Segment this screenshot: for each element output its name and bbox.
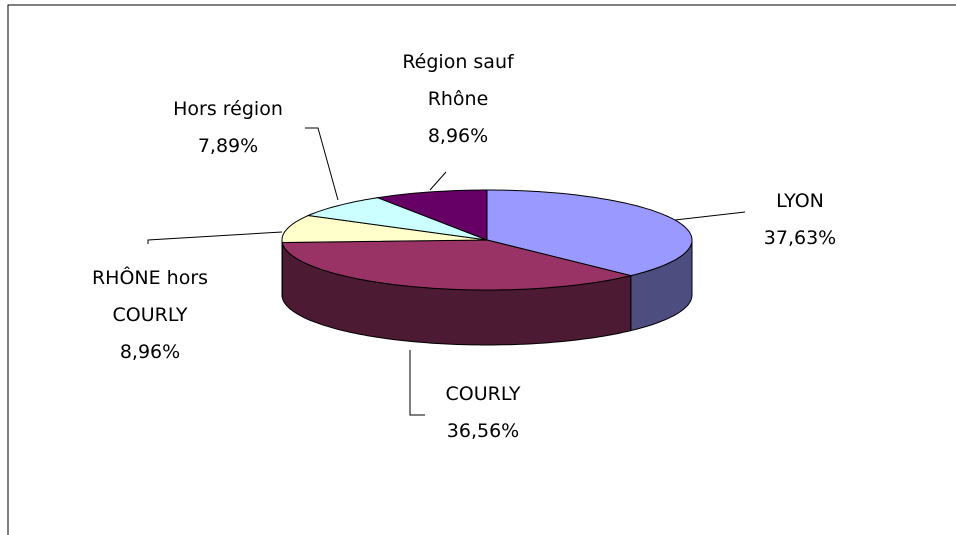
value-label: 37,63%: [763, 227, 837, 249]
value-label: 8,96%: [427, 125, 489, 147]
category-label: LYON: [776, 190, 824, 212]
value-label: 7,89%: [197, 135, 259, 157]
slice-label: RHÔNE hors COURLY 8,96%: [65, 260, 235, 371]
leader-line: [429, 171, 447, 191]
leader-line: [147, 231, 283, 244]
slice: [306, 197, 488, 241]
leader-line: [674, 211, 746, 221]
slice-label: Région sauf Rhône 8,96%: [383, 44, 533, 155]
slice: [281, 239, 631, 291]
slice-label: Hors région 7,89%: [148, 91, 308, 165]
value-label: 36,56%: [446, 420, 520, 442]
leader-line: [305, 127, 339, 201]
value-label: 8,96%: [119, 341, 181, 363]
slice-label: COURLY 36,56%: [413, 376, 553, 450]
slice: [375, 189, 488, 241]
category-label: RHÔNE hors COURLY: [91, 267, 209, 326]
category-label: COURLY: [445, 383, 521, 405]
chart-frame: [7, 4, 956, 535]
category-label: Hors région: [173, 98, 283, 120]
slice: [281, 214, 488, 244]
slice: [486, 189, 693, 277]
category-label: Région sauf Rhône: [402, 51, 514, 110]
slice-label: LYON 37,63%: [740, 183, 860, 257]
leader-line: [409, 350, 425, 416]
